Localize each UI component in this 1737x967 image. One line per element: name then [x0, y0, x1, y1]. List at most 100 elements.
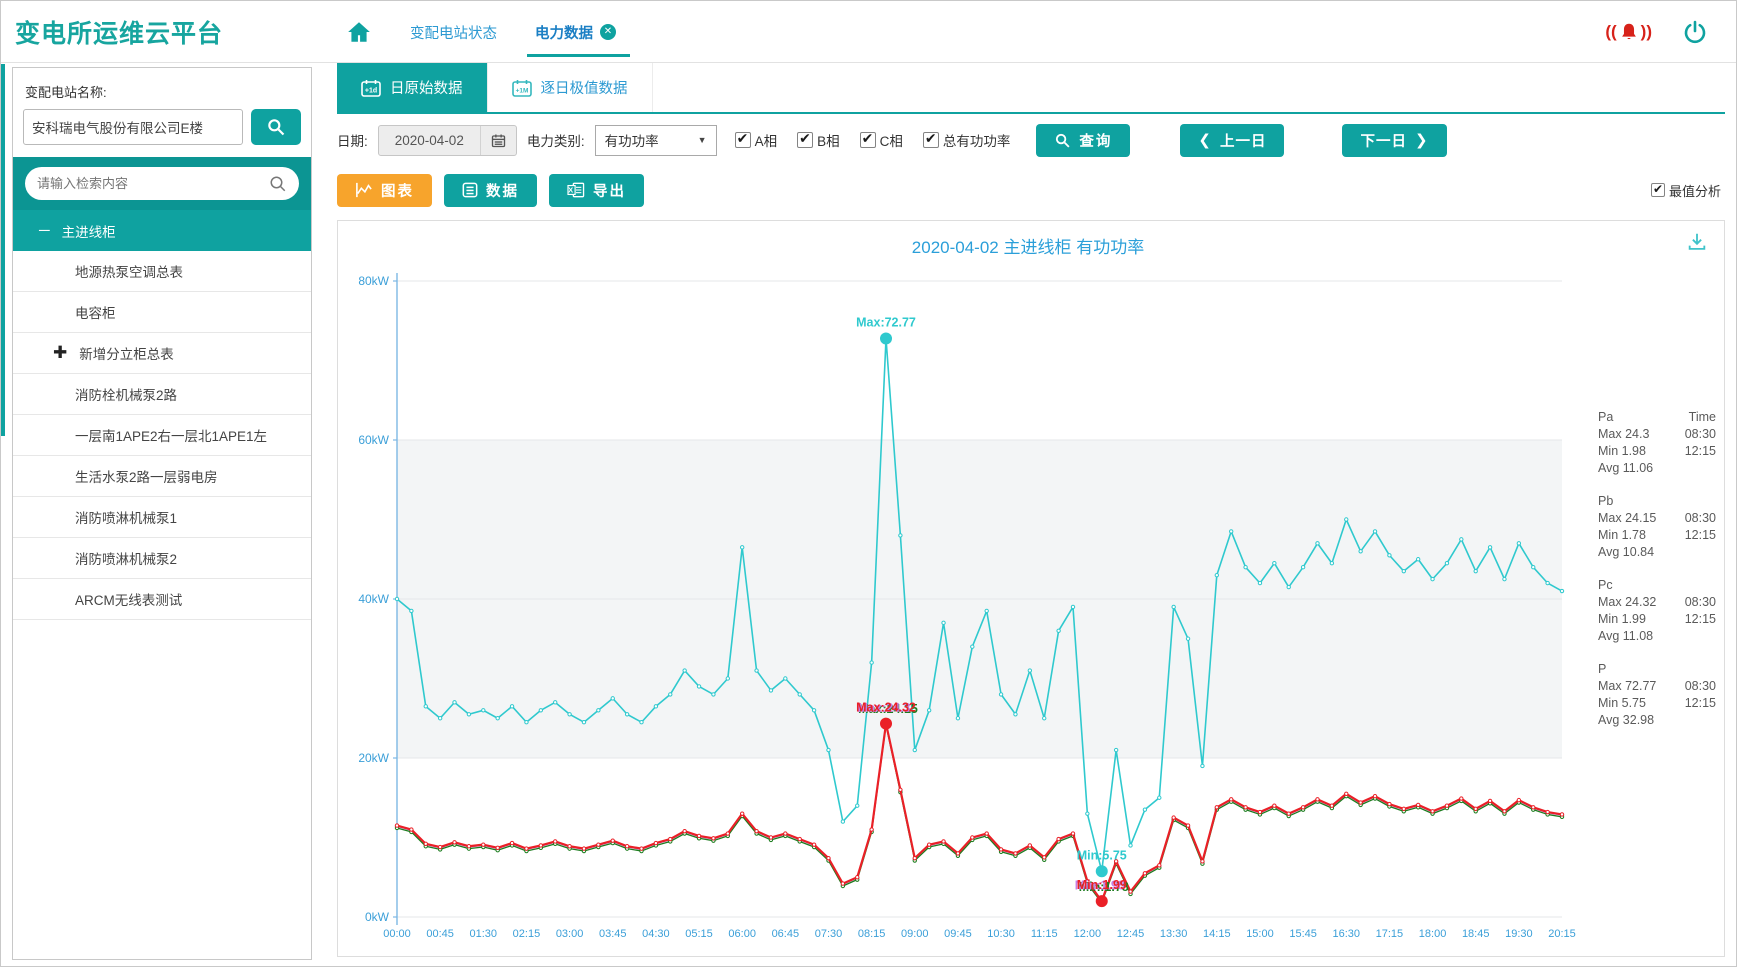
svg-text:10:30: 10:30 — [987, 928, 1015, 940]
search-icon — [268, 119, 285, 136]
chart-panel: 2020-04-02 主进线柜 有功功率 0kW 20kW 40kW 60kW 80kW… — [337, 220, 1725, 957]
station-name-label: 变配电站名称: — [25, 85, 107, 100]
header-icons: (()) — [1605, 1, 1708, 63]
checkbox-label: 最值分析 — [1668, 183, 1721, 199]
date-value: 2020-04-02 — [394, 132, 464, 148]
series-marker — [1564, 493, 1592, 533]
legend-max-time: 08:30 — [1684, 511, 1716, 525]
checkbox-icon — [797, 130, 814, 148]
svg-text:16:30: 16:30 — [1332, 928, 1360, 940]
main-nav: 变配电站状态 电力数据 ✕ — [346, 1, 630, 63]
station-search-button[interactable] — [251, 109, 301, 145]
data-tabs: +1d 日原始数据 +1M 逐日极值数据 — [337, 63, 1725, 114]
tree-search-input[interactable] — [37, 176, 269, 191]
legend-item-pc[interactable]: Pc Max 24.32 08:30 Min 1.99 12:15 Avg 11.0… — [1564, 577, 1716, 645]
legend-max-time: 08:30 — [1684, 427, 1716, 441]
legend-item-pa[interactable]: Pa Time Max 24.3 08:30 Min 1.98 12:15 Avg 1… — [1564, 409, 1716, 477]
tree-item[interactable]: ARCM无线表测试 — [13, 579, 311, 620]
svg-text:18:00: 18:00 — [1419, 928, 1447, 940]
download-icon[interactable] — [1686, 231, 1708, 253]
tree-item[interactable]: ✚ 新增分立柜总表 — [13, 333, 311, 374]
chart-view-button[interactable]: 图表 — [337, 173, 432, 207]
date-picker[interactable]: 2020-04-02 — [377, 124, 517, 156]
button-label: 上一日 — [1219, 133, 1267, 150]
app-title: 变电所运维云平台 — [15, 19, 224, 48]
calendar-icon[interactable] — [479, 125, 516, 155]
time-header: Time — [1688, 410, 1716, 424]
legend-max: Max 24.15 — [1598, 511, 1657, 525]
close-tab-icon[interactable]: ✕ — [600, 24, 616, 40]
data-view-button[interactable]: 数据 — [444, 173, 537, 207]
active-tab-underline — [527, 54, 630, 57]
button-label: 导出 — [593, 183, 626, 200]
collapse-icon[interactable]: ─ — [39, 222, 50, 239]
nav-tab-station-status[interactable]: 变配电站状态 — [410, 25, 497, 42]
chevron-right-icon: ❯ — [1414, 132, 1429, 149]
series-marker — [1564, 577, 1592, 617]
calendar-1d-icon: +1d — [361, 79, 381, 97]
svg-text:07:30: 07:30 — [815, 928, 843, 940]
chevron-left-icon: ❮ — [1198, 132, 1212, 149]
legend-min-time: 12:15 — [1684, 444, 1716, 458]
tree-item[interactable]: 生活水泵2路一层弱电房 — [13, 456, 311, 497]
legend-max: Max 24.32 — [1598, 595, 1657, 609]
checkbox-icon — [1650, 182, 1665, 197]
home-icon[interactable] — [346, 19, 372, 45]
alarm-bell-icon[interactable]: (()) — [1605, 22, 1652, 41]
series-marker — [1564, 409, 1592, 449]
legend-min-time: 12:15 — [1684, 696, 1716, 710]
tree-item[interactable]: 一层南1APE2右一层北1APE1左 — [13, 415, 311, 456]
svg-text:17:15: 17:15 — [1376, 928, 1404, 940]
svg-text:00:45: 00:45 — [426, 928, 454, 940]
legend-max-time: 08:30 — [1684, 595, 1716, 609]
extreme-analysis-checkbox[interactable]: 最值分析 — [1650, 181, 1721, 200]
previous-day-button[interactable]: ❮ 上一日 — [1180, 123, 1285, 157]
power-category-select[interactable]: 有功功率 ▼ — [594, 124, 717, 156]
next-day-button[interactable]: 下一日 ❯ — [1342, 123, 1447, 157]
tree-item[interactable]: 消防喷淋机械泵2 — [13, 538, 311, 579]
nav-tab-power-data[interactable]: 电力数据 ✕ — [527, 1, 630, 63]
line-chart[interactable]: 0kW 20kW 40kW 60kW 80kW 00:00 00:45 01:30 02:15 0… — [342, 257, 1582, 957]
legend-item-p[interactable]: P Max 72.77 08:30 Min 5.75 12:15 Avg 32.98 — [1564, 661, 1716, 729]
svg-text:06:45: 06:45 — [772, 928, 800, 940]
line-chart-icon — [356, 182, 372, 198]
checkbox-total-power[interactable]: 总有功功率 — [922, 130, 1011, 150]
legend-min: Min 1.78 — [1598, 528, 1646, 542]
tab-daily-extreme-data[interactable]: +1M 逐日极值数据 — [487, 63, 653, 112]
svg-text:12:45: 12:45 — [1117, 928, 1145, 940]
tree-search-band — [13, 157, 311, 210]
legend-item-pb[interactable]: Pb Max 24.15 08:30 Min 1.78 12:15 Avg 10.8… — [1564, 493, 1716, 561]
checkbox-phase-b[interactable]: B相 — [797, 130, 840, 150]
checkbox-label: A相 — [754, 134, 778, 149]
export-button[interactable]: X 导出 — [549, 173, 644, 207]
svg-text:02:15: 02:15 — [513, 928, 541, 940]
tree-item[interactable]: 电容柜 — [13, 292, 311, 333]
tree-item[interactable]: 地源热泵空调总表 — [13, 251, 311, 292]
legend-min-time: 12:15 — [1684, 612, 1716, 626]
tab-daily-raw-data[interactable]: +1d 日原始数据 — [337, 63, 488, 112]
button-label: 下一日 — [1360, 133, 1407, 150]
svg-text:Min:5.75: Min:5.75 — [1077, 848, 1127, 862]
checkbox-phase-c[interactable]: C相 — [859, 130, 903, 150]
tree-item-main-cabinet[interactable]: ─ 主进线柜 — [13, 210, 311, 251]
device-tree: ─ 主进线柜 地源热泵空调总表 电容柜 ✚ 新增分立柜总表 消防栓机械泵2路 一层南… — [13, 210, 311, 620]
svg-text:+1d: +1d — [365, 87, 377, 94]
tree-item[interactable]: 消防喷淋机械泵1 — [13, 497, 311, 538]
legend-max: Max 24.3 — [1598, 427, 1650, 441]
checkbox-label: B相 — [817, 134, 840, 149]
svg-text:05:15: 05:15 — [685, 928, 713, 940]
content: 变配电站名称: ─ 主进线柜 地源热泵空调总表 电容柜 — [1, 63, 1736, 966]
checkbox-phase-a[interactable]: A相 — [734, 130, 778, 150]
query-button[interactable]: 查询 — [1036, 123, 1131, 157]
power-icon[interactable] — [1682, 19, 1708, 45]
left-accent-strip — [1, 64, 5, 436]
expand-icon[interactable]: ✚ — [53, 343, 68, 362]
tree-item[interactable]: 消防栓机械泵2路 — [13, 374, 311, 415]
svg-text:04:30: 04:30 — [642, 928, 670, 940]
legend-min: Min 5.75 — [1598, 696, 1646, 710]
station-name-input[interactable] — [23, 109, 243, 145]
tree-item-label: 消防栓机械泵2路 — [75, 388, 178, 403]
checkbox-label: 总有功功率 — [942, 134, 1011, 149]
header: 变电所运维云平台 变配电站状态 电力数据 ✕ (()) — [1, 1, 1736, 63]
